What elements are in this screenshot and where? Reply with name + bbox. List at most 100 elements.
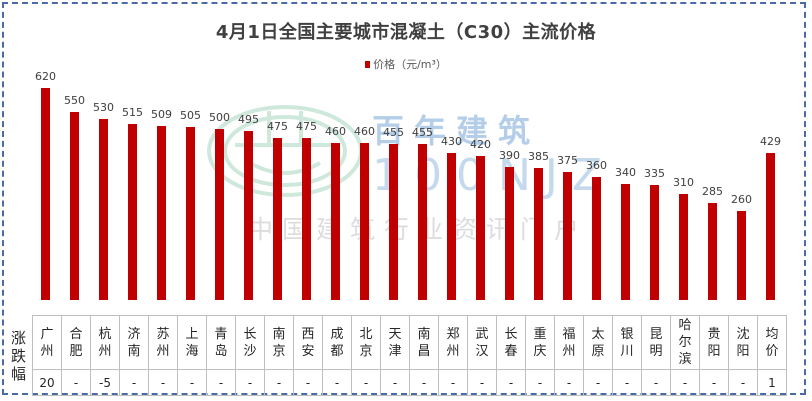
bar bbox=[331, 143, 340, 300]
bar bbox=[215, 129, 224, 300]
bar bbox=[186, 127, 195, 300]
bar bbox=[360, 143, 369, 300]
bar bbox=[592, 177, 601, 300]
city-cell: 南京 bbox=[264, 315, 294, 370]
row-label: 涨跌幅 bbox=[10, 328, 26, 383]
bar-value-label: 420 bbox=[470, 138, 491, 151]
city-cell: 青岛 bbox=[206, 315, 236, 370]
change-cell: - bbox=[583, 369, 613, 396]
change-cell: - bbox=[206, 369, 236, 396]
bar bbox=[505, 167, 514, 300]
bar-value-label: 500 bbox=[209, 111, 230, 124]
city-cell: 天津 bbox=[380, 315, 410, 370]
bar-value-label: 475 bbox=[267, 120, 288, 133]
city-cell: 长春 bbox=[496, 315, 526, 370]
bar-value-label: 455 bbox=[412, 126, 433, 139]
change-cell: - bbox=[496, 369, 526, 396]
bar-value-label: 550 bbox=[64, 94, 85, 107]
bar-value-label: 285 bbox=[702, 185, 723, 198]
change-cell: - bbox=[409, 369, 439, 396]
city-cell: 西安 bbox=[293, 315, 323, 370]
bar-value-label: 360 bbox=[586, 159, 607, 172]
city-cell: 杭州 bbox=[90, 315, 120, 370]
bar bbox=[157, 126, 166, 300]
bar bbox=[447, 153, 456, 300]
city-cell: 福州 bbox=[554, 315, 584, 370]
bar bbox=[621, 184, 630, 300]
change-cell: - bbox=[670, 369, 700, 396]
change-cell: - bbox=[554, 369, 584, 396]
bar-value-label: 385 bbox=[528, 150, 549, 163]
bar bbox=[273, 138, 282, 300]
change-cell: - bbox=[148, 369, 178, 396]
change-cell: - bbox=[699, 369, 729, 396]
city-cell: 太原 bbox=[583, 315, 613, 370]
bar-value-label: 335 bbox=[644, 167, 665, 180]
city-cell: 银川 bbox=[612, 315, 642, 370]
city-cell: 上海 bbox=[177, 315, 207, 370]
change-cell: - bbox=[322, 369, 352, 396]
bar-value-label: 530 bbox=[93, 101, 114, 114]
change-table: 涨跌幅 广州合肥杭州济南苏州上海青岛长沙南京西安成都北京天津南昌郑州武汉长春重庆… bbox=[5, 315, 787, 396]
city-cell: 哈尔滨 bbox=[670, 315, 700, 370]
change-cell: - bbox=[351, 369, 381, 396]
bar bbox=[476, 156, 485, 300]
bar-value-label: 429 bbox=[760, 135, 781, 148]
city-cell: 济南 bbox=[119, 315, 149, 370]
bar bbox=[128, 124, 137, 300]
change-cell: - bbox=[61, 369, 91, 396]
bar bbox=[766, 153, 775, 300]
bar-value-label: 310 bbox=[673, 176, 694, 189]
city-cell: 广州 bbox=[32, 315, 62, 370]
bar bbox=[302, 138, 311, 300]
change-cell: - bbox=[235, 369, 265, 396]
city-cell: 重庆 bbox=[525, 315, 555, 370]
bar bbox=[418, 144, 427, 300]
bar bbox=[737, 211, 746, 300]
city-cell: 长沙 bbox=[235, 315, 265, 370]
bar bbox=[244, 131, 253, 300]
change-cell: 1 bbox=[757, 369, 787, 396]
change-cell: - bbox=[612, 369, 642, 396]
city-cell: 苏州 bbox=[148, 315, 178, 370]
city-cell: 郑州 bbox=[438, 315, 468, 370]
bar-value-label: 509 bbox=[151, 108, 172, 121]
city-cell: 武汉 bbox=[467, 315, 497, 370]
legend-swatch-icon bbox=[365, 61, 371, 68]
change-cell: - bbox=[438, 369, 468, 396]
change-cell: - bbox=[119, 369, 149, 396]
bar-value-label: 340 bbox=[615, 166, 636, 179]
bar-value-label: 375 bbox=[557, 154, 578, 167]
change-cell: - bbox=[264, 369, 294, 396]
city-cell: 成都 bbox=[322, 315, 352, 370]
change-cell: - bbox=[641, 369, 671, 396]
bar bbox=[563, 172, 572, 300]
bar-value-label: 390 bbox=[499, 149, 520, 162]
bar bbox=[389, 144, 398, 300]
city-cell: 合肥 bbox=[61, 315, 91, 370]
change-cell: 20 bbox=[32, 369, 62, 396]
bar bbox=[679, 194, 688, 300]
city-cell: 南昌 bbox=[409, 315, 439, 370]
bar-value-label: 495 bbox=[238, 113, 259, 126]
city-cell: 均价 bbox=[757, 315, 787, 370]
bar-value-label: 455 bbox=[383, 126, 404, 139]
city-cell: 沈阳 bbox=[728, 315, 758, 370]
change-cell: - bbox=[380, 369, 410, 396]
bar bbox=[650, 185, 659, 300]
bar-value-label: 505 bbox=[180, 109, 201, 122]
chart-legend: 价格（元/m³） bbox=[0, 56, 812, 72]
bar-value-label: 475 bbox=[296, 120, 317, 133]
city-cell: 昆明 bbox=[641, 315, 671, 370]
change-cell: - bbox=[525, 369, 555, 396]
chart-title: 4月1日全国主要城市混凝土（C30）主流价格 bbox=[215, 22, 597, 43]
change-cell: - bbox=[177, 369, 207, 396]
city-cell: 贵阳 bbox=[699, 315, 729, 370]
change-cell: -5 bbox=[90, 369, 120, 396]
bar bbox=[99, 119, 108, 300]
change-cell: - bbox=[293, 369, 323, 396]
change-cell: - bbox=[728, 369, 758, 396]
city-cell: 北京 bbox=[351, 315, 381, 370]
bar bbox=[41, 88, 50, 300]
bar bbox=[70, 112, 79, 300]
